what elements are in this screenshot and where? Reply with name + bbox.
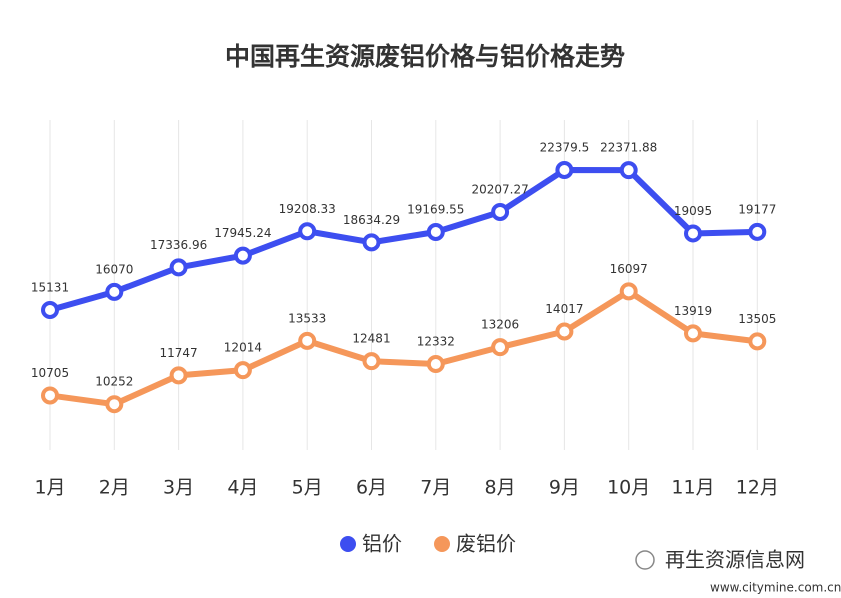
data-label: 14017 (545, 302, 583, 316)
legend-marker (340, 536, 356, 552)
point (684, 224, 702, 243)
data-label: 18634.29 (343, 213, 400, 227)
data-label: 13919 (674, 304, 712, 318)
watermark: 再生资源信息网 www.citymine.com.cn (635, 548, 841, 595)
point (41, 386, 59, 405)
data-label: 10252 (95, 375, 133, 389)
data-label: 19208.33 (279, 202, 336, 216)
legend-label: 废铝价 (456, 532, 516, 556)
point (555, 161, 574, 180)
data-label: 13533 (288, 311, 326, 325)
data-label: 22371.88 (600, 141, 657, 155)
point (298, 331, 317, 350)
data-label: 19095 (674, 204, 712, 218)
x-tick-label: 11月 (671, 477, 714, 499)
data-label: 22379.5 (540, 141, 590, 155)
point (491, 338, 510, 357)
point (491, 202, 510, 221)
x-tick-label: 4月 (227, 477, 258, 499)
series-line (49, 288, 758, 408)
x-tick-label: 2月 (99, 477, 130, 499)
x-tick-label: 7月 (420, 477, 451, 499)
point (105, 282, 124, 301)
point (426, 223, 445, 242)
x-tick-label: 6月 (356, 477, 387, 499)
series-line (49, 167, 758, 313)
legend-label: 铝价 (362, 532, 402, 556)
x-tick-label: 5月 (292, 477, 323, 499)
data-label: 19177 (738, 202, 776, 216)
point (555, 322, 574, 341)
point (169, 258, 188, 277)
point (362, 233, 381, 252)
watermark-name: 再生资源信息网 (665, 548, 805, 572)
point (233, 361, 252, 380)
watermark-url: www.citymine.com.cn (710, 581, 841, 595)
point (619, 282, 638, 301)
data-label: 20207.27 (471, 182, 528, 196)
data-label: 10705 (31, 366, 69, 380)
x-tick-label: 3月 (163, 477, 194, 499)
legend-marker (434, 536, 450, 552)
data-label: 12332 (417, 335, 455, 349)
x-tick-label: 12月 (736, 477, 779, 499)
watermark-icon (635, 550, 655, 570)
data-label: 13505 (738, 312, 776, 326)
x-tick-label: 1月 (34, 477, 65, 499)
data-label: 17336.96 (150, 238, 207, 252)
data-label: 11747 (160, 346, 198, 360)
point (298, 222, 317, 241)
data-label: 17945.24 (214, 226, 271, 240)
data-label: 13206 (481, 318, 519, 332)
chart-title: 中国再生资源废铝价格与铝价格走势 (225, 42, 625, 71)
data-label: 12481 (352, 332, 390, 346)
point (233, 246, 252, 265)
data-label: 19169.55 (407, 203, 464, 217)
data-label: 16097 (610, 262, 648, 276)
x-tick-label: 8月 (485, 477, 516, 499)
data-label: 15131 (31, 280, 69, 294)
point (169, 366, 188, 385)
point (748, 222, 767, 241)
x-tick-label: 9月 (549, 477, 580, 499)
point (362, 352, 381, 371)
point (684, 324, 702, 343)
point (619, 161, 638, 180)
point (426, 355, 445, 374)
point (41, 300, 59, 319)
data-label: 16070 (95, 262, 133, 276)
point (748, 332, 767, 351)
point (105, 395, 124, 414)
data-label: 12014 (224, 341, 262, 355)
x-tick-label: 10月 (607, 477, 650, 499)
